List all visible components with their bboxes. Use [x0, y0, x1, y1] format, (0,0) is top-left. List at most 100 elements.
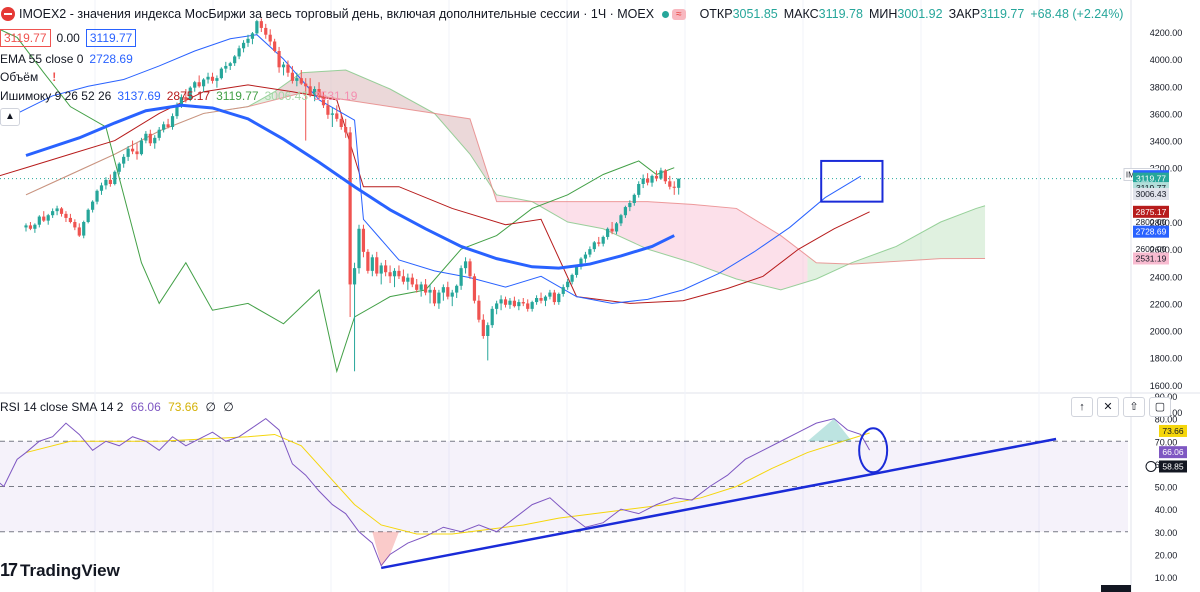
candle-body: [202, 79, 206, 87]
tradingview-mark-icon: 17: [0, 560, 18, 580]
rsi-pane-controls: ↑ ✕ ⇧ ▢: [1071, 397, 1171, 417]
candle-body: [104, 179, 108, 186]
price-badge-text: 3006.43: [1136, 189, 1167, 199]
rsi-badge-text: 66.06: [1162, 447, 1184, 457]
rsi-ma-value: 73.66: [168, 400, 199, 414]
candle-body: [344, 127, 348, 133]
ema-legend[interactable]: EMA 55 close 0 2728.69: [0, 52, 133, 66]
candle-body: [668, 181, 672, 187]
candle-body: [650, 175, 654, 183]
candle-body: [139, 140, 144, 155]
candle-body: [55, 208, 59, 212]
candle-body: [455, 285, 459, 293]
candle-body: [486, 325, 490, 336]
candle-body: [659, 170, 663, 179]
candle-body: [37, 216, 41, 225]
candle-body: [561, 287, 565, 294]
candle-body: [614, 223, 619, 232]
candle-body: [566, 281, 570, 288]
rsi-label: RSI 14 close SMA 14 2: [0, 400, 124, 414]
candle-body: [512, 300, 516, 307]
warning-icon[interactable]: !: [52, 70, 57, 84]
volume-legend[interactable]: Объём !: [0, 70, 56, 84]
moex-logo-icon: [1, 7, 15, 21]
candle-body: [215, 78, 219, 81]
candle-body: [330, 113, 334, 115]
candle-body: [73, 222, 77, 228]
candle-body: [499, 299, 503, 304]
collapse-icon: ⇧: [1129, 401, 1139, 413]
price-tick-label: 1800.00: [1150, 354, 1183, 364]
chevron-up-icon: ▲: [5, 111, 15, 122]
rsi-badge-bg: [1159, 460, 1187, 473]
candle-body: [184, 97, 188, 100]
candle-body: [370, 257, 374, 271]
rsi-empty-1: ∅: [205, 400, 216, 414]
price-badge: 2531.19: [1133, 252, 1169, 265]
collapse-pane-button[interactable]: ⇧: [1123, 397, 1145, 417]
candle-body: [259, 21, 263, 28]
rsi-badge-bg: [1159, 424, 1187, 437]
ichimoku-spanb-value: 2531.19: [314, 89, 358, 103]
ema-label: EMA 55 close 0: [0, 52, 84, 66]
rsi-empty-2: ∅: [223, 400, 234, 414]
close-pane-button[interactable]: ✕: [1097, 397, 1119, 417]
rsi-legend[interactable]: RSI 14 close SMA 14 2 66.06 73.66 ∅ ∅: [0, 400, 234, 414]
candle-body: [281, 64, 286, 68]
candle-body: [503, 299, 508, 305]
candle-body: [530, 302, 534, 309]
candle-body: [162, 124, 166, 130]
status-pill[interactable]: ≈: [662, 8, 686, 20]
rsi-badge-bg: [1159, 446, 1187, 459]
spread-value: 0.00: [56, 31, 80, 45]
candle-body: [477, 300, 481, 320]
symbol-title[interactable]: IMOEX2 - значения индекса МосБиржи за ве…: [19, 7, 655, 21]
price-badge: 2728.69: [1133, 225, 1169, 238]
buy-button[interactable]: 3119.77: [85, 29, 137, 47]
candle-body: [326, 105, 330, 115]
candle-body: [348, 132, 352, 285]
candle-body: [579, 258, 583, 267]
open-value: 3051.85: [732, 7, 778, 21]
high-label: МАКС: [783, 7, 819, 21]
rsi-tick-label: 70.00: [1155, 437, 1178, 447]
annotation-trendline: [380, 437, 1057, 570]
collapse-legend-button[interactable]: ▲: [0, 108, 20, 126]
ichimoku-kijun-value: 2875.17: [166, 89, 211, 103]
candle-body: [543, 296, 548, 301]
tradingview-logo[interactable]: 17 TradingView: [0, 560, 120, 581]
candle-body: [539, 298, 543, 301]
candle-body: [135, 151, 139, 155]
candle-body: [570, 274, 574, 282]
candle-body: [410, 277, 414, 285]
price-tick-label: 3600.00: [1150, 109, 1183, 119]
candle-body: [415, 284, 419, 290]
price-badge-text: 2600.00: [1136, 244, 1167, 254]
rsi-value: 66.06: [130, 400, 161, 414]
candle-body: [437, 292, 441, 304]
price-badge: 2800.00: [1136, 217, 1167, 227]
maximize-pane-button[interactable]: ▢: [1149, 397, 1171, 417]
ichimoku-legend[interactable]: Ишимоку 9 26 52 26 3137.69 2875.17 3119.…: [0, 89, 357, 103]
candle-body: [219, 68, 223, 79]
candle-body: [339, 118, 343, 127]
candle-body: [424, 284, 428, 293]
candle-body: [268, 34, 272, 42]
candle-body: [64, 213, 68, 218]
candle-body: [583, 254, 588, 259]
annotation-rectangle: [820, 159, 884, 203]
candle-body: [352, 268, 357, 285]
candle-body: [672, 186, 676, 188]
candle-body: [113, 171, 117, 184]
candle-body: [153, 137, 157, 144]
candle-body: [286, 64, 290, 73]
maximize-icon: ▢: [1154, 401, 1166, 413]
candle-body: [526, 303, 530, 309]
candle-body: [388, 272, 392, 277]
sell-button[interactable]: 3119.77: [0, 29, 51, 47]
move-pane-up-button[interactable]: ↑: [1071, 397, 1093, 417]
rsi-line: [0, 417, 871, 567]
scale-handle[interactable]: [1101, 585, 1131, 592]
candle-body: [375, 257, 379, 274]
